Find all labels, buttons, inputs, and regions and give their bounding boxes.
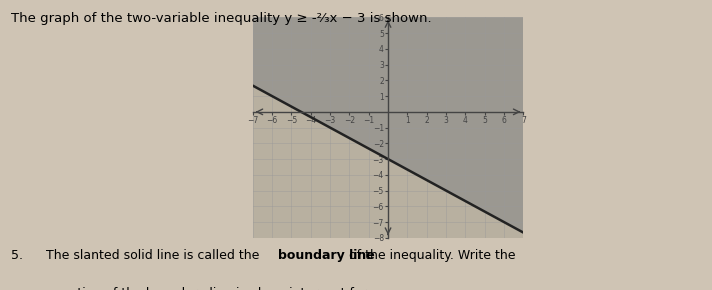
Text: boundary line: boundary line [278,249,375,262]
Text: of the inequality. Write the: of the inequality. Write the [345,249,515,262]
Text: The slanted solid line is called the: The slanted solid line is called the [46,249,263,262]
Text: equation of the boundary line in slope-intercept form.: equation of the boundary line in slope-i… [46,287,383,290]
Polygon shape [253,17,523,233]
Text: 5.: 5. [11,249,23,262]
Text: The graph of the two-variable inequality y ≥ -²⁄₃x − 3 is shown.: The graph of the two-variable inequality… [11,12,431,25]
